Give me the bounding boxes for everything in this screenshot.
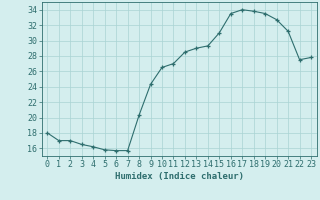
X-axis label: Humidex (Indice chaleur): Humidex (Indice chaleur) [115,172,244,181]
